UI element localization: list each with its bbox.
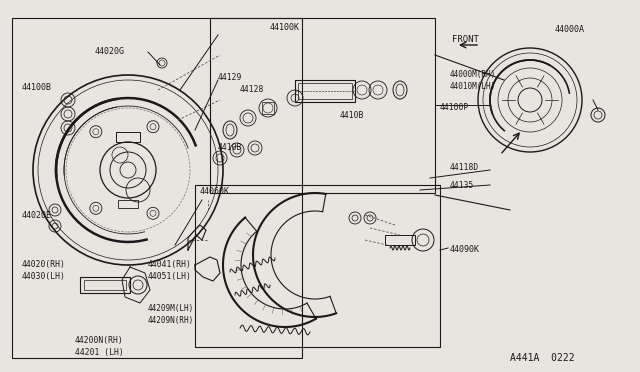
- Bar: [12, 18, 302, 358]
- Text: 44129: 44129: [218, 74, 243, 83]
- Text: 44200N(RH): 44200N(RH): [75, 336, 124, 344]
- Text: 44100K: 44100K: [270, 23, 300, 32]
- Text: 44010M(LH): 44010M(LH): [450, 83, 496, 92]
- Bar: [210, 18, 435, 193]
- Text: A441A  0222: A441A 0222: [510, 353, 575, 363]
- Bar: [116, 132, 140, 142]
- Text: 44090K: 44090K: [450, 246, 480, 254]
- Text: FRONT: FRONT: [452, 35, 479, 45]
- Text: 44135: 44135: [450, 180, 474, 189]
- Text: 44209N(RH): 44209N(RH): [148, 315, 195, 324]
- Text: 44100P: 44100P: [440, 103, 469, 112]
- Text: 44100B: 44100B: [22, 83, 52, 93]
- Text: 44000A: 44000A: [555, 26, 585, 35]
- Bar: [195, 185, 440, 347]
- Text: 44020G: 44020G: [95, 48, 125, 57]
- Text: 44020(RH): 44020(RH): [22, 260, 66, 269]
- Text: 44020E: 44020E: [22, 211, 52, 219]
- Text: 4410B: 4410B: [340, 110, 364, 119]
- Bar: [84, 280, 126, 290]
- Text: 44201 (LH): 44201 (LH): [75, 347, 124, 356]
- Bar: [295, 80, 355, 102]
- Text: 44041(RH): 44041(RH): [148, 260, 192, 269]
- Text: 44000M(RH): 44000M(RH): [450, 71, 496, 80]
- Bar: [80, 277, 130, 293]
- Text: 44030(LH): 44030(LH): [22, 273, 66, 282]
- Bar: [118, 200, 138, 208]
- Text: 44051(LH): 44051(LH): [148, 273, 192, 282]
- Text: 44209M(LH): 44209M(LH): [148, 304, 195, 312]
- Bar: [262, 102, 274, 114]
- Text: 44118D: 44118D: [450, 164, 479, 173]
- Text: 44128: 44128: [240, 86, 264, 94]
- Bar: [298, 83, 352, 99]
- Text: 4410B: 4410B: [218, 144, 243, 153]
- Text: 44060K: 44060K: [200, 187, 230, 196]
- Bar: [385, 235, 415, 245]
